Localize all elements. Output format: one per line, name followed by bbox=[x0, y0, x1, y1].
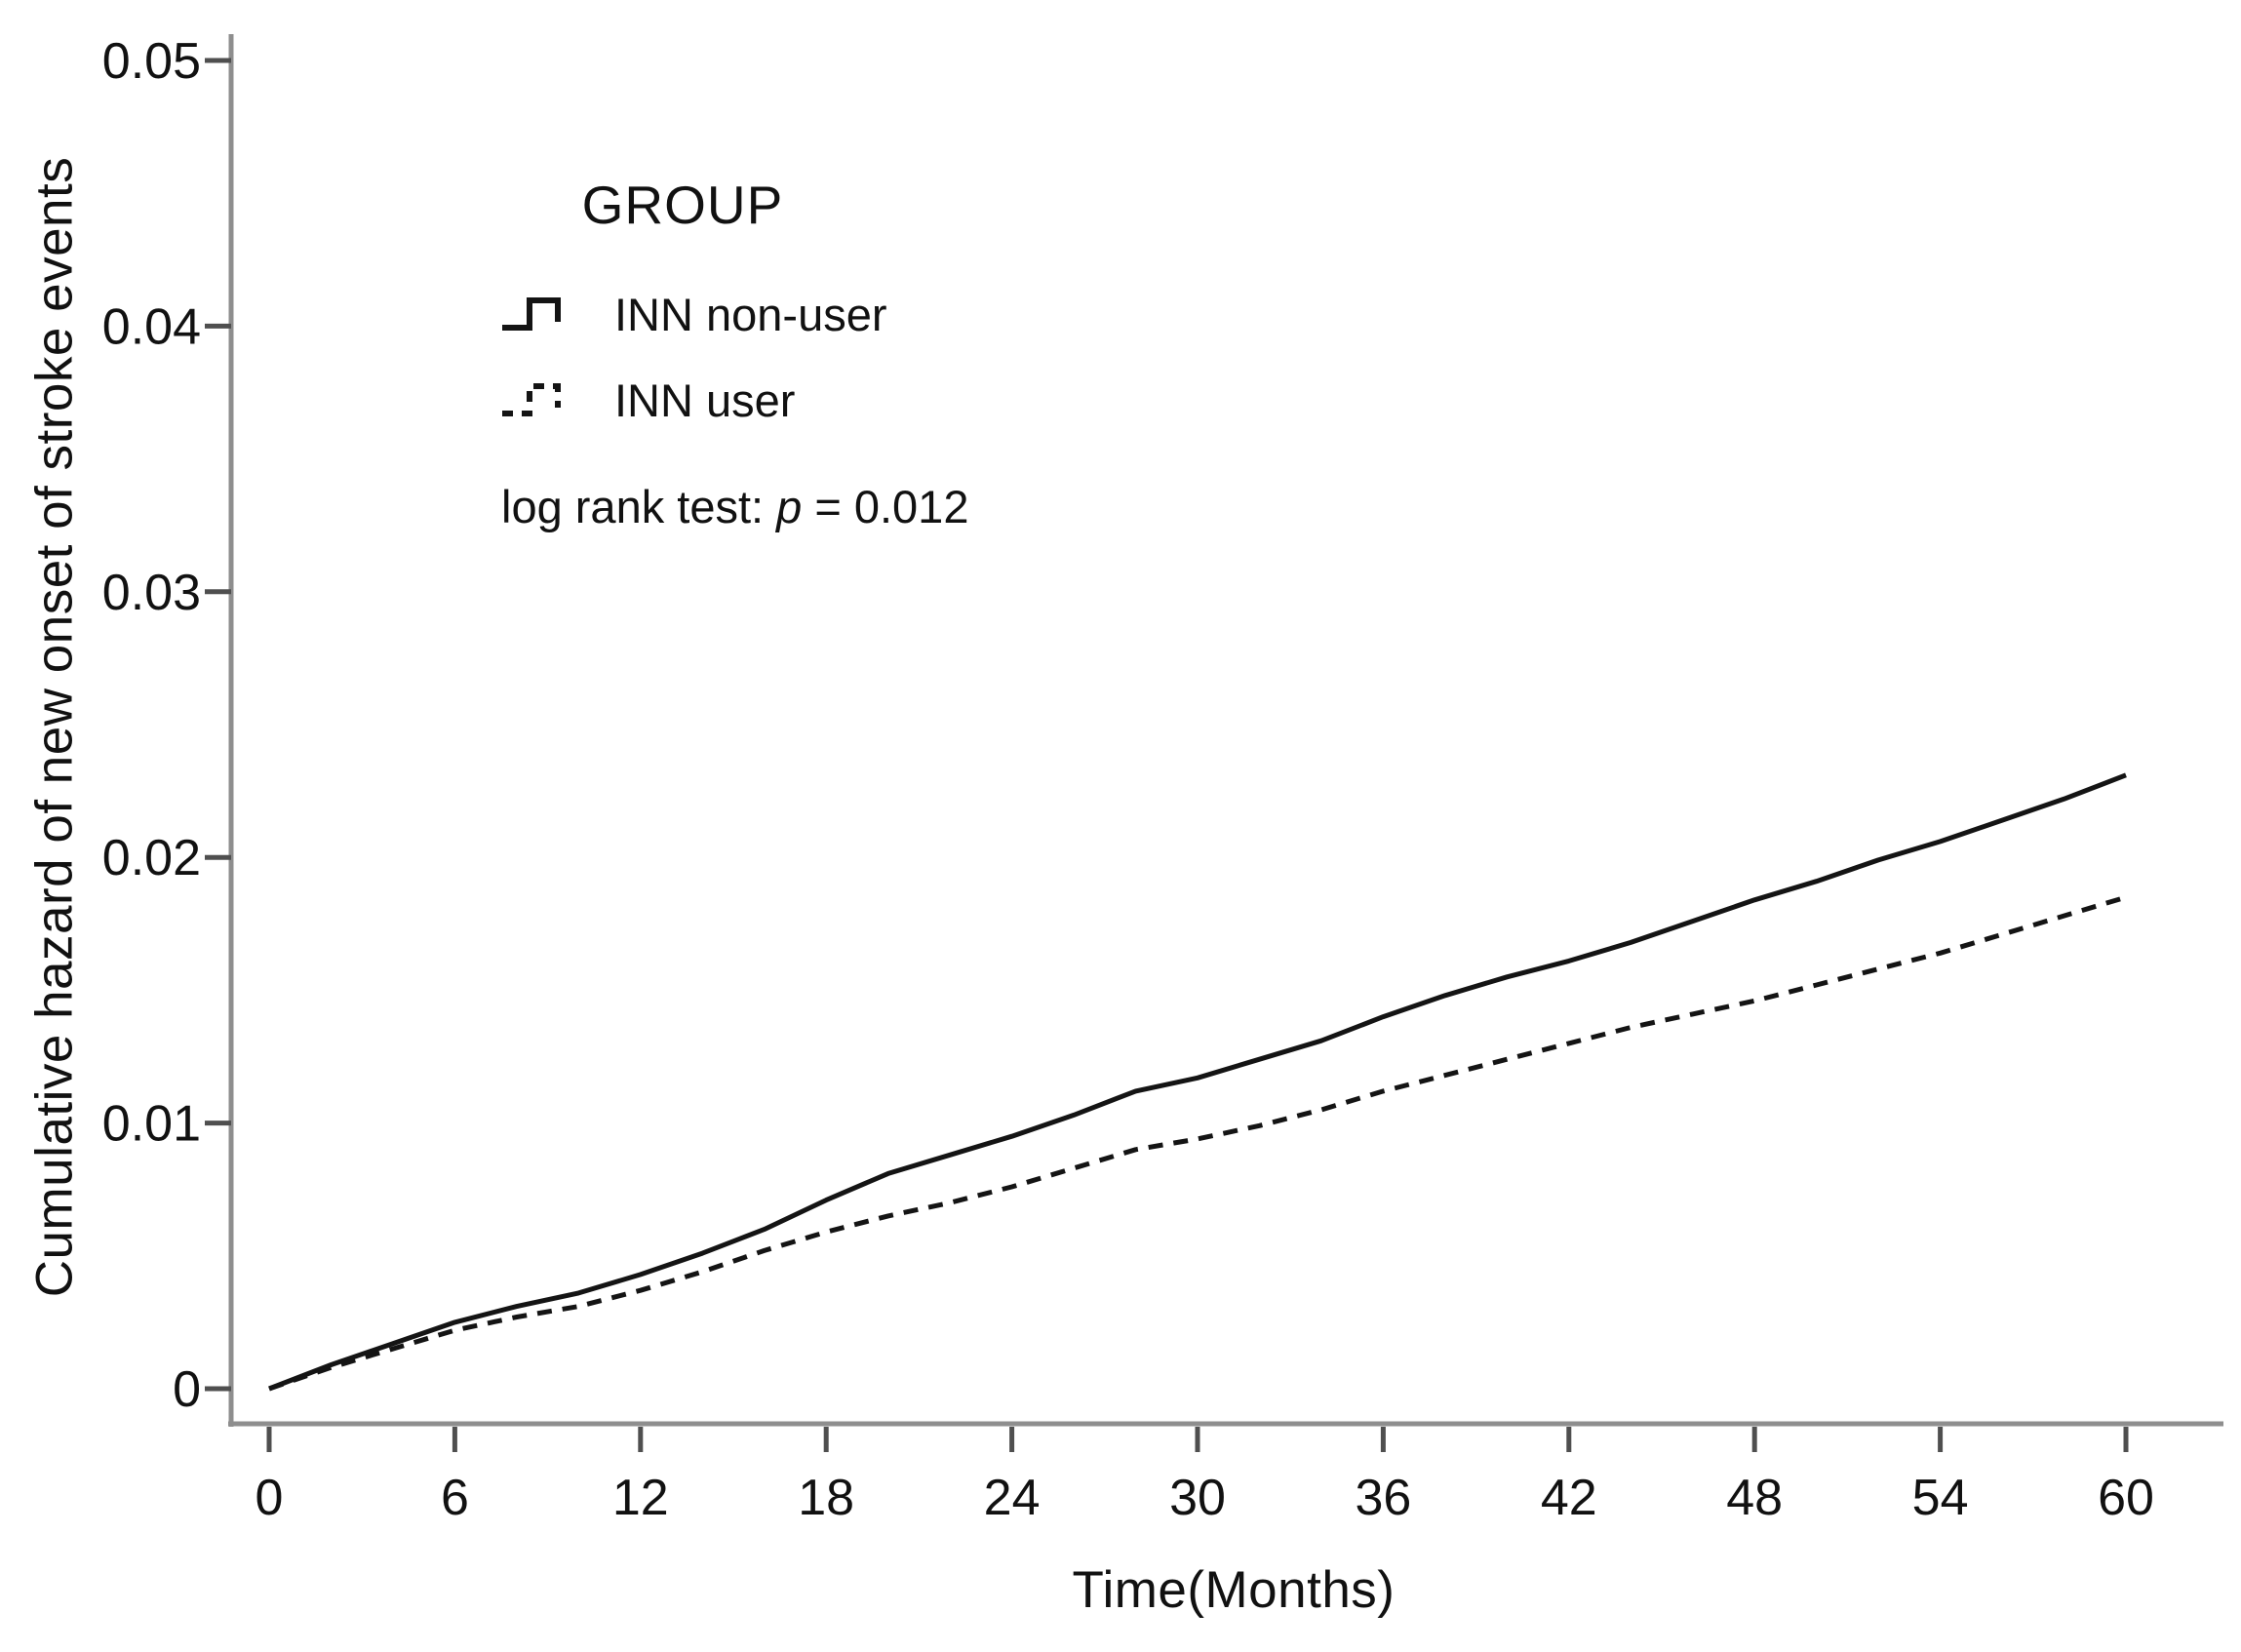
y-tick-label: 0.05 bbox=[102, 33, 201, 90]
x-tick-label: 18 bbox=[798, 1470, 854, 1526]
curve-solid bbox=[268, 772, 2127, 1392]
x-tick-label: 48 bbox=[1726, 1470, 1783, 1526]
legend-item-inn-user: INN user bbox=[499, 373, 795, 427]
solid-step-line-icon bbox=[502, 297, 561, 331]
x-tick-label: 30 bbox=[1169, 1470, 1226, 1526]
p-symbol: p bbox=[776, 481, 803, 532]
y-tick-label: 0.03 bbox=[102, 565, 201, 621]
annotation-value: = 0.012 bbox=[802, 481, 969, 532]
x-tick-label: 6 bbox=[441, 1470, 469, 1526]
x-tick-label: 54 bbox=[1912, 1470, 1969, 1526]
y-tick-label: 0.01 bbox=[102, 1096, 201, 1153]
y-tick-label: 0 bbox=[173, 1361, 201, 1418]
legend-label: INN user bbox=[614, 374, 796, 426]
x-axis-title: Time(Months) bbox=[1072, 1561, 1396, 1619]
log-rank-annotation: log rank test: p = 0.012 bbox=[501, 480, 968, 533]
x-tick-label: 12 bbox=[612, 1470, 669, 1526]
dashed-step-line-icon bbox=[502, 383, 561, 416]
legend-label: INN non-user bbox=[614, 288, 887, 340]
curve-dashed bbox=[268, 894, 2127, 1392]
annotation-prefix: log rank test: bbox=[501, 481, 777, 532]
x-tick-label: 24 bbox=[984, 1470, 1041, 1526]
legend-title: GROUP bbox=[581, 175, 784, 235]
legend-item-inn-non-user: INN non-user bbox=[499, 287, 887, 341]
y-tick-label: 0.02 bbox=[102, 830, 201, 886]
x-tick-label: 36 bbox=[1355, 1470, 1411, 1526]
x-tick-label: 0 bbox=[256, 1470, 284, 1526]
y-tick-label: 0.04 bbox=[102, 298, 201, 355]
x-tick-label: 60 bbox=[2098, 1470, 2154, 1526]
x-tick-label: 42 bbox=[1541, 1470, 1597, 1526]
